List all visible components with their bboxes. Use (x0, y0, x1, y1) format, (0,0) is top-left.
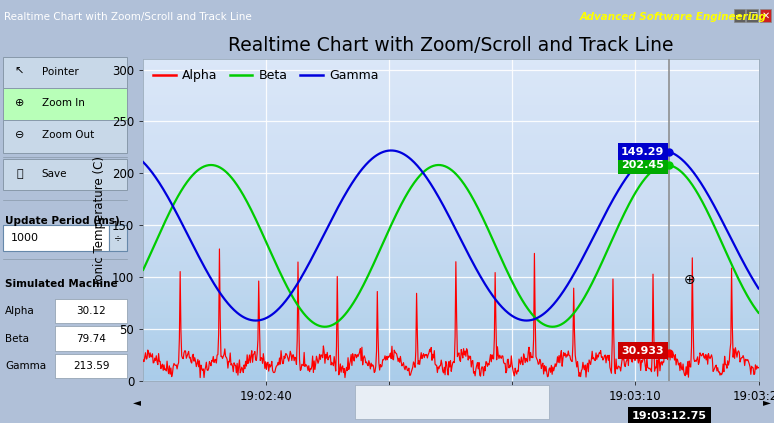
Text: 19:03:12.75: 19:03:12.75 (632, 411, 707, 421)
Bar (2, 120, 128, 153)
Text: ►: ► (763, 397, 771, 407)
Text: 30.933: 30.933 (622, 346, 664, 356)
Y-axis label: Ionic Temperature (C): Ionic Temperature (C) (94, 156, 106, 284)
Bar (55, 299, 128, 323)
Text: 💾: 💾 (16, 169, 22, 179)
Text: Alpha: Alpha (5, 307, 35, 316)
Text: 149.29: 149.29 (621, 147, 664, 157)
Text: Zoom In: Zoom In (42, 98, 84, 108)
Text: Advanced Software Engineering: Advanced Software Engineering (580, 12, 767, 22)
Text: ⊕: ⊕ (15, 98, 24, 108)
Text: Update Period (ms): Update Period (ms) (5, 217, 120, 226)
Text: □: □ (748, 11, 757, 21)
Bar (109, 225, 128, 251)
Text: ↖: ↖ (15, 67, 24, 77)
Text: Simulated Machine: Simulated Machine (5, 279, 118, 289)
Text: Realtime Chart with Zoom/Scroll and Track Line: Realtime Chart with Zoom/Scroll and Trac… (4, 12, 252, 22)
Text: −: − (735, 11, 743, 21)
Text: Gamma: Gamma (5, 361, 46, 371)
Text: 79.74: 79.74 (76, 334, 106, 344)
Bar (2, 159, 128, 190)
Text: 213.59: 213.59 (73, 361, 109, 371)
Bar (55, 354, 128, 378)
Text: ⊖: ⊖ (15, 129, 24, 140)
Bar (355, 385, 549, 419)
Text: 30.12: 30.12 (76, 307, 106, 316)
Legend: Alpha, Beta, Gamma: Alpha, Beta, Gamma (149, 66, 382, 86)
Text: ✕: ✕ (762, 11, 769, 21)
Text: ⊕: ⊕ (684, 273, 696, 287)
Text: ◄: ◄ (133, 397, 141, 407)
Bar (2, 57, 128, 91)
Text: 202.45: 202.45 (622, 160, 664, 170)
Bar (2, 225, 109, 251)
Bar (55, 327, 128, 351)
Title: Realtime Chart with Zoom/Scroll and Track Line: Realtime Chart with Zoom/Scroll and Trac… (228, 36, 673, 55)
Text: 1000: 1000 (10, 233, 39, 243)
Text: Zoom Out: Zoom Out (42, 129, 94, 140)
Text: ÷: ÷ (115, 233, 122, 243)
Bar (2, 88, 128, 122)
Text: Pointer: Pointer (42, 67, 78, 77)
Text: Beta: Beta (5, 334, 29, 344)
Text: Save: Save (42, 169, 67, 179)
